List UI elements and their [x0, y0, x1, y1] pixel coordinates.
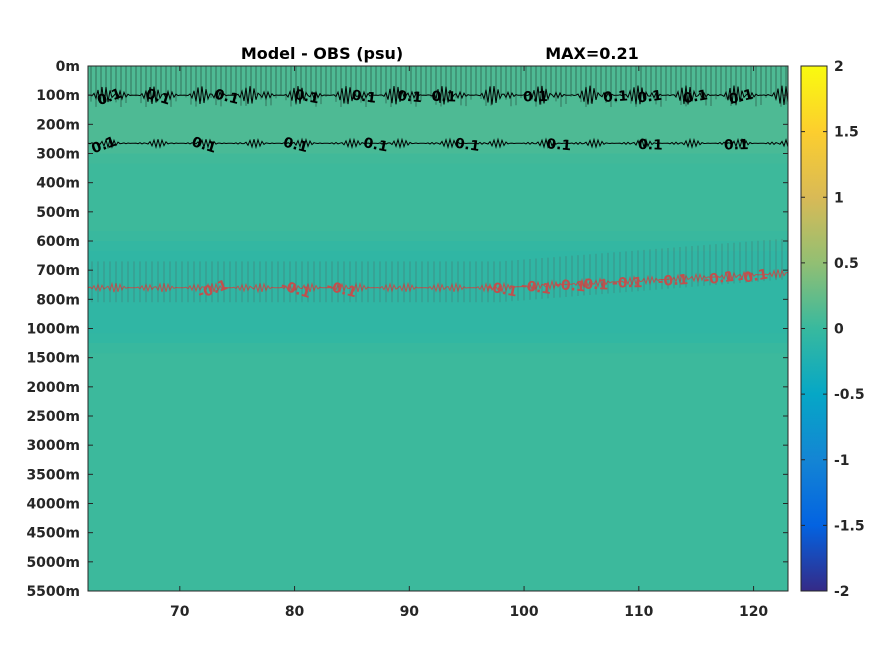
contour-label: 0.1: [89, 134, 118, 158]
y-tick-label: 2000m: [26, 380, 80, 396]
contour-label: 0.1: [523, 89, 548, 105]
y-tick-label: 200m: [36, 117, 80, 133]
y-tick-label: 800m: [36, 292, 80, 308]
field-transition: [88, 333, 788, 354]
colorbar-gradient: [800, 65, 828, 592]
contour-line: [88, 85, 788, 105]
contour-label: 0.1: [397, 88, 423, 106]
contour-label: 0.1: [190, 134, 218, 157]
y-tick-label: 5500m: [26, 584, 80, 600]
x-tick-label: 90: [400, 604, 420, 620]
contour-label: 0.1: [293, 87, 320, 107]
x-tick-label: 110: [624, 604, 653, 620]
contour-label: 0.1: [546, 136, 572, 154]
x-tick-label: 80: [285, 604, 305, 620]
contour-label: 0.1: [351, 88, 378, 107]
heatmap-field: [88, 66, 788, 591]
contour-label: -0.1: [577, 276, 608, 293]
contour-labels: 0.1 0.1 0.1 0.1 0.1 0.1 0.1 0.1 0.1 0.1 0.1 0.1 0.1 0…: [89, 86, 769, 303]
max-annotation: MAX=0.21: [545, 44, 639, 63]
y-tick-label: 600m: [36, 234, 80, 250]
plot-area: 0.1 0.1 0.1 0.1 0.1 0.1 0.1 0.1 0.1 0.1 0.1 0.1 0.1 0…: [87, 65, 789, 592]
contour-label: 0.1: [724, 137, 749, 153]
contour-label: -0.1: [554, 277, 586, 296]
y-tick-label: 4000m: [26, 497, 80, 513]
y-tick-label: 300m: [36, 147, 80, 163]
contour-label: 0.1: [362, 135, 389, 155]
contour-lines: [88, 66, 788, 303]
x-tick-label: 100: [509, 604, 538, 620]
field-band: [88, 241, 788, 344]
contour-label: -0.1: [736, 267, 769, 288]
y-tick-label: 4500m: [26, 526, 80, 542]
contour-label: -0.1: [702, 269, 734, 289]
y-tick-label: 3000m: [26, 438, 80, 454]
contour-label: 0.1: [637, 88, 664, 107]
colorbar-tick-label: 1: [834, 190, 844, 206]
contour-label: -0.1: [612, 275, 643, 292]
x-tick-label: 70: [170, 604, 190, 620]
contour-label: 0.1: [431, 89, 456, 106]
contour-label: 0.1: [213, 87, 241, 109]
colorbar-tick-label: -2: [834, 584, 850, 600]
y-tick-label: 0m: [56, 59, 80, 75]
colorbar-tick-label: -0.5: [834, 387, 865, 403]
field-band: [88, 66, 788, 154]
y-tick-label: 400m: [36, 176, 80, 192]
y-tick-label: 1500m: [26, 351, 80, 367]
contour-label: 0.1: [95, 86, 124, 110]
y-tick-label: 1000m: [26, 322, 80, 338]
colorbar-tick-label: 2: [834, 59, 844, 75]
colorbar-ticks: 2 1.5 1 0.5 0 -0.5 -1 -1.5 -2: [801, 59, 865, 600]
colorbar-tick-label: -1: [834, 453, 850, 469]
y-tick-label: 100m: [36, 88, 80, 104]
colorbar-tick-label: -1.5: [834, 518, 865, 534]
contour-label: 0.1: [727, 87, 755, 108]
y-tick-label: 500m: [36, 205, 80, 221]
y-tick-label: 3500m: [26, 467, 80, 483]
y-tick-label: 2500m: [26, 409, 80, 425]
contour-label: -0.1: [485, 279, 518, 301]
contour-label: -0.1: [657, 272, 689, 290]
contour-label: -0.1: [520, 278, 553, 298]
x-tick-label: 120: [739, 604, 768, 620]
field-transition: [88, 231, 788, 251]
contour-line: [88, 268, 788, 294]
colorbar-tick-label: 0: [834, 322, 844, 338]
contour-line: [88, 137, 788, 150]
colorbar: 2 1.5 1 0.5 0 -0.5 -1 -1.5 -2: [800, 59, 865, 600]
y-tick-label: 5000m: [26, 555, 80, 571]
colorbar-tick-label: 1.5: [834, 125, 859, 141]
contour-label: 0.1: [454, 136, 481, 155]
field-band: [88, 153, 788, 241]
contour-label: 0.1: [638, 137, 663, 154]
contour-label: 0.1: [144, 86, 172, 109]
y-tick-label: 700m: [36, 263, 80, 279]
colorbar-tick-label: 0.5: [834, 256, 859, 272]
contour-label: 0.1: [603, 88, 629, 106]
contour-label: 0.1: [682, 87, 709, 107]
contour-label: -0.1: [325, 278, 359, 301]
x-axis: 70 80 90 100 110 120: [170, 66, 768, 620]
field-band: [88, 343, 788, 591]
field-transition: [88, 143, 788, 164]
contour-label: 0.1: [282, 135, 310, 157]
y-axis: 0m 100m 200m 300m 400m 500m 600m 700m 800m 1000m 1…: [26, 59, 788, 600]
chart-title: Model - OBS (psu): [241, 44, 403, 63]
